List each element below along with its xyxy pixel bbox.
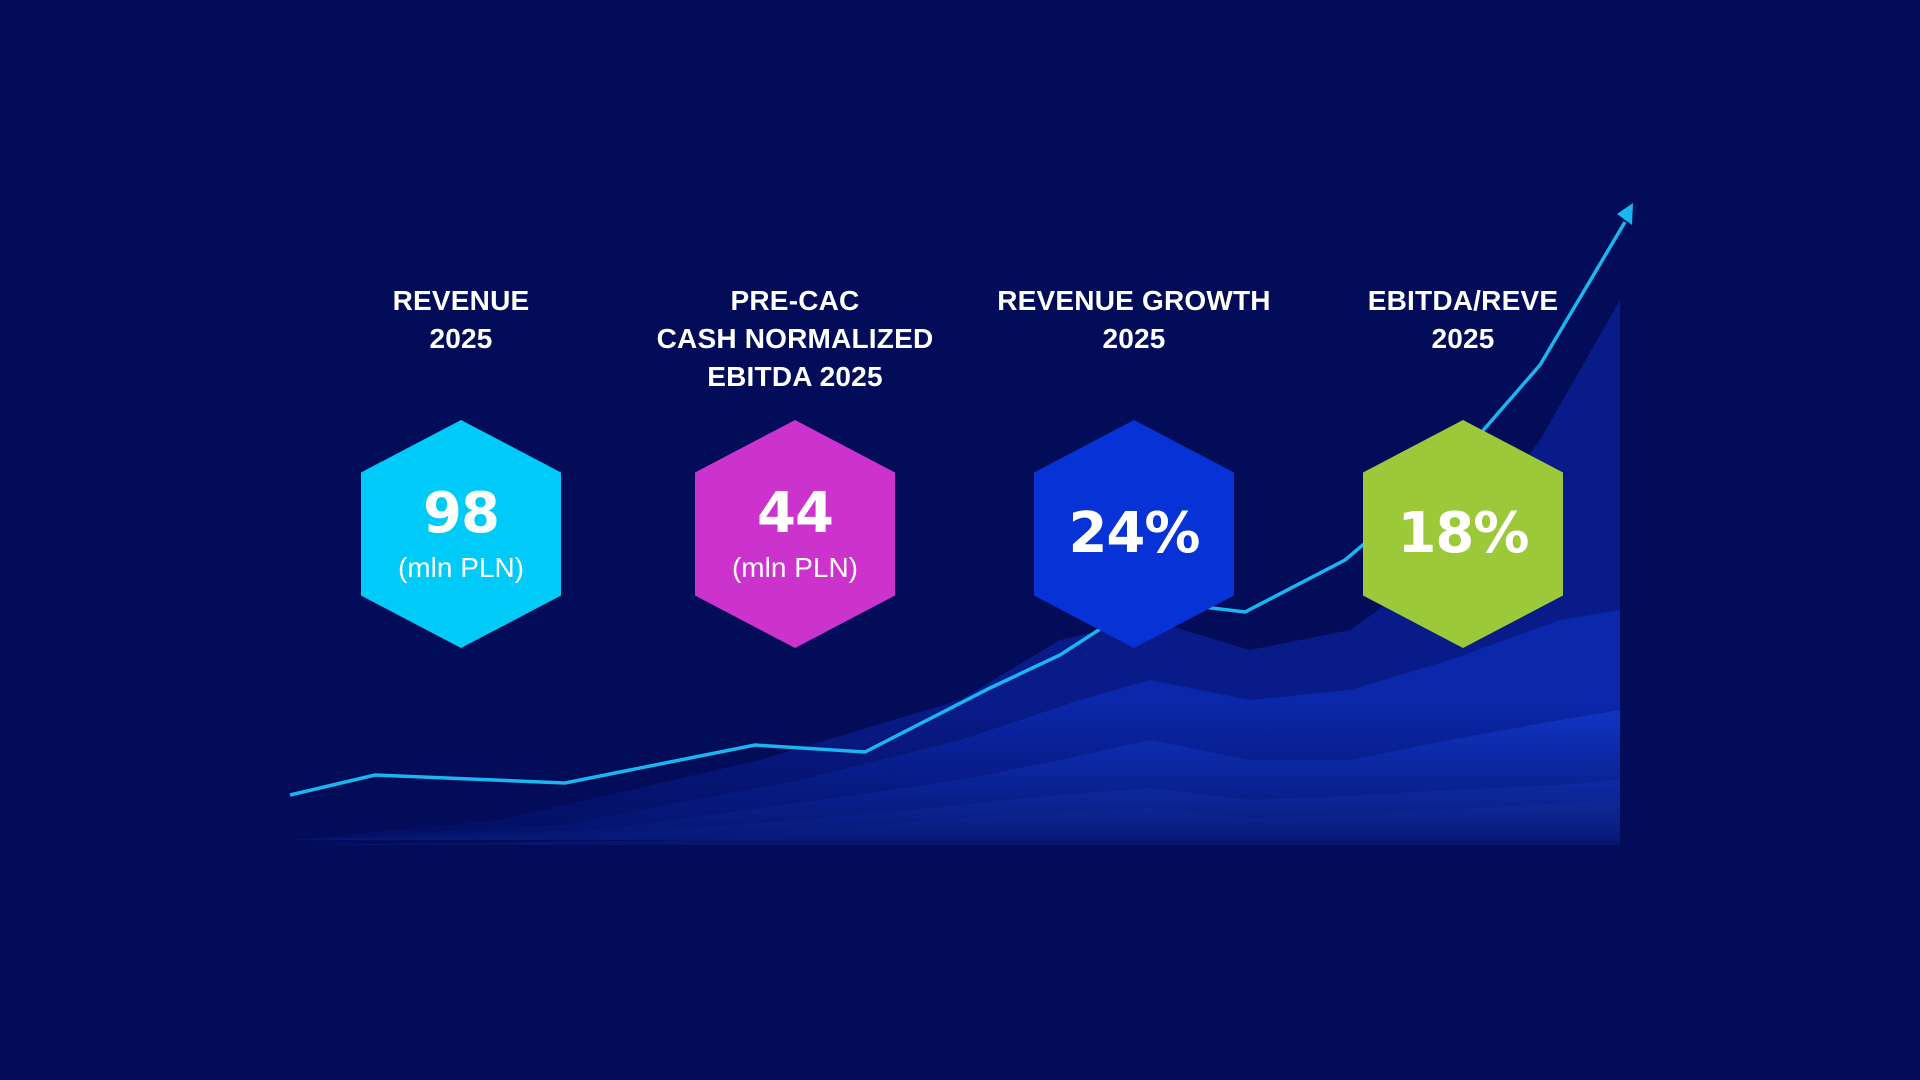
kpi-label-line: REVENUE GROWTH [997,285,1271,316]
kpi-revenue: REVENUE 2025 98 (mln PLN) [311,282,611,662]
kpi-ebitda-revenue: EBITDA/REVE 2025 18% [1313,282,1613,662]
kpi-value: 44 [757,481,834,546]
kpi-revenue-growth: REVENUE GROWTH 2025 24% [984,282,1284,662]
kpi-label-line: 2025 [1102,323,1166,354]
kpi-value: 18% [1397,501,1529,566]
kpi-value: 98 [423,481,500,546]
kpi-value: 24% [1068,501,1200,566]
kpi-label: REVENUE 2025 [311,282,611,358]
kpi-label-line: REVENUE [392,285,530,316]
kpi-label-line: EBITDA/REVE [1367,285,1559,316]
kpi-label-line: CASH NORMALIZED [656,323,934,354]
arrow-up-trend-icon [1617,203,1633,225]
hexagon-badge: 18% [1363,420,1563,648]
kpi-label: EBITDA/REVE 2025 [1313,282,1613,358]
kpi-label-line: PRE-CAC [730,285,860,316]
hexagon-badge: 44 (mln PLN) [695,420,895,648]
hexagon-badge: 98 (mln PLN) [361,420,561,648]
kpi-label-line: EBITDA 2025 [707,361,883,392]
kpi-unit: (mln PLN) [731,552,858,583]
kpi-label-line: 2025 [1431,323,1495,354]
kpi-ebitda: PRE-CAC CASH NORMALIZED EBITDA 2025 44 (… [645,282,945,662]
kpi-unit: (mln PLN) [397,552,524,583]
kpi-label: REVENUE GROWTH 2025 [984,282,1284,358]
kpi-label: PRE-CAC CASH NORMALIZED EBITDA 2025 [645,282,945,396]
kpi-label-line: 2025 [429,323,493,354]
hexagon-badge: 24% [1034,420,1234,648]
